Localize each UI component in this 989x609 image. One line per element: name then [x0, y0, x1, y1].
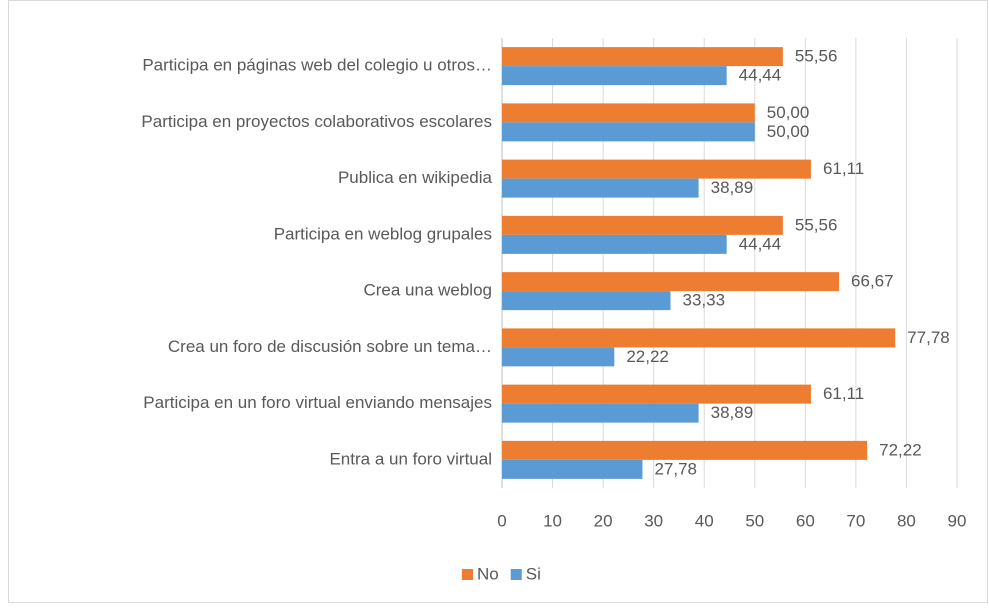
bar	[502, 272, 840, 292]
y-tick-label: Crea una weblog	[363, 281, 492, 300]
x-tick-label: 40	[695, 511, 714, 530]
legend-label: No	[477, 564, 499, 583]
x-tick-label: 80	[897, 511, 916, 530]
data-label: 38,89	[711, 403, 754, 422]
data-label: 61,11	[823, 384, 864, 403]
chart-frame	[8, 0, 988, 603]
legend-swatch	[510, 569, 522, 580]
y-tick-label: Participa en weblog grupales	[274, 224, 492, 243]
bar	[502, 122, 755, 142]
bar	[502, 347, 615, 367]
x-tick-label: 50	[745, 511, 764, 530]
bar	[502, 178, 699, 198]
y-tick-label: Participa en proyectos colaborativos esc…	[141, 112, 492, 131]
y-tick-label: Participa en páginas web del colegio u o…	[142, 56, 492, 75]
bar	[502, 328, 896, 348]
data-label: 38,89	[711, 178, 754, 197]
data-label: 44,44	[739, 234, 782, 253]
x-tick-label: 70	[846, 511, 865, 530]
bar	[502, 459, 643, 479]
x-tick-label: 10	[543, 511, 562, 530]
y-tick-label: Entra a un foro virtual	[329, 449, 492, 468]
data-label: 50,00	[767, 122, 810, 141]
x-tick-label: 0	[497, 511, 506, 530]
data-label: 55,56	[795, 47, 838, 66]
legend-label: Si	[526, 564, 541, 583]
data-label: 22,22	[626, 347, 669, 366]
bar	[502, 234, 727, 254]
bar	[502, 66, 727, 86]
data-label: 55,56	[795, 215, 838, 234]
data-label: 27,78	[654, 459, 697, 478]
x-tick-label: 20	[594, 511, 613, 530]
bar	[502, 215, 783, 235]
data-label: 33,33	[683, 291, 726, 310]
bar	[502, 384, 811, 404]
data-label: 44,44	[739, 66, 782, 85]
data-label: 66,67	[851, 272, 894, 291]
bar	[502, 403, 699, 423]
data-label: 61,11	[823, 159, 864, 178]
bar	[502, 440, 868, 460]
data-label: 77,78	[907, 328, 950, 347]
data-label: 50,00	[767, 103, 810, 122]
bar	[502, 159, 811, 179]
bar	[502, 47, 783, 67]
x-tick-label: 60	[796, 511, 815, 530]
y-tick-label: Participa en un foro virtual enviando me…	[143, 393, 492, 412]
data-label: 72,22	[879, 440, 922, 459]
y-tick-label: Publica en wikipedia	[338, 168, 493, 187]
x-tick-label: 90	[948, 511, 967, 530]
bar	[502, 103, 755, 123]
y-tick-label: Crea un foro de discusión sobre un tema…	[168, 337, 492, 356]
legend-swatch	[462, 569, 473, 580]
bar	[502, 291, 671, 311]
x-tick-label: 30	[644, 511, 663, 530]
